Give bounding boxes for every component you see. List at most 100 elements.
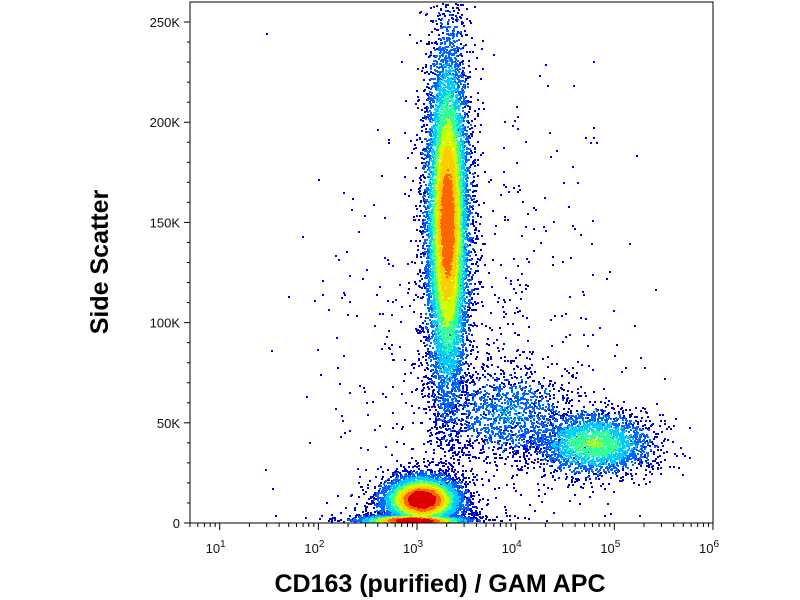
event-dot bbox=[488, 519, 490, 521]
event-dot bbox=[625, 466, 627, 468]
event-dot bbox=[456, 478, 458, 480]
event-dot bbox=[452, 37, 454, 39]
event-dot bbox=[481, 301, 483, 303]
event-dot bbox=[511, 440, 513, 442]
event-dot bbox=[467, 507, 469, 509]
event-dot bbox=[488, 393, 490, 395]
event-dot bbox=[463, 25, 465, 27]
event-dot bbox=[495, 464, 497, 466]
event-dot bbox=[439, 431, 441, 433]
event-dot bbox=[519, 385, 521, 387]
event-dot bbox=[647, 443, 649, 445]
event-dot bbox=[482, 152, 484, 154]
event-dot bbox=[384, 217, 386, 219]
event-dot bbox=[460, 43, 462, 45]
event-dot bbox=[470, 150, 472, 152]
event-dot bbox=[449, 44, 451, 46]
event-dot bbox=[621, 371, 623, 373]
event-dot bbox=[349, 301, 351, 303]
event-dot bbox=[629, 420, 631, 422]
event-dot bbox=[540, 439, 542, 441]
event-dot bbox=[474, 6, 476, 8]
event-dot bbox=[467, 505, 469, 507]
event-dot bbox=[478, 501, 480, 503]
event-dot bbox=[602, 417, 604, 419]
event-dot bbox=[481, 428, 483, 430]
event-dot bbox=[322, 294, 324, 296]
event-dot bbox=[411, 391, 413, 393]
event-dot bbox=[447, 10, 449, 12]
event-dot bbox=[499, 454, 501, 456]
event-dot bbox=[467, 417, 469, 419]
event-dot bbox=[462, 405, 464, 407]
event-dot bbox=[433, 389, 435, 391]
event-dot bbox=[682, 453, 684, 455]
event-dot bbox=[473, 407, 475, 409]
event-dot bbox=[467, 379, 469, 381]
event-dot bbox=[412, 180, 414, 182]
event-dot bbox=[414, 363, 416, 365]
event-dot bbox=[419, 271, 421, 273]
event-dot bbox=[424, 195, 426, 197]
event-dot bbox=[472, 473, 474, 475]
event-dot bbox=[506, 397, 508, 399]
event-dot bbox=[480, 403, 482, 405]
event-dot bbox=[445, 428, 447, 430]
event-dot bbox=[542, 444, 544, 446]
event-dot bbox=[625, 463, 627, 465]
event-dot bbox=[422, 120, 424, 122]
event-dot bbox=[416, 256, 418, 258]
event-dot bbox=[450, 457, 452, 459]
event-dot bbox=[578, 471, 580, 473]
event-dot bbox=[471, 183, 473, 185]
event-dot bbox=[364, 505, 366, 507]
event-dot bbox=[591, 486, 593, 488]
event-dot bbox=[571, 471, 573, 473]
event-dot bbox=[486, 456, 488, 458]
event-dot bbox=[424, 211, 426, 213]
event-dot bbox=[443, 26, 445, 28]
event-dot bbox=[401, 393, 403, 395]
event-dot bbox=[459, 384, 461, 386]
event-dot bbox=[558, 414, 560, 416]
event-dot bbox=[489, 435, 491, 437]
event-dot bbox=[396, 460, 398, 462]
event-dot bbox=[425, 131, 427, 133]
event-dot bbox=[631, 413, 633, 415]
event-dot bbox=[575, 478, 577, 480]
event-dot bbox=[538, 404, 540, 406]
event-dot bbox=[521, 469, 523, 471]
event-dot bbox=[427, 430, 429, 432]
event-dot bbox=[428, 93, 430, 95]
event-dot bbox=[517, 311, 519, 313]
event-dot bbox=[454, 479, 456, 481]
event-dot bbox=[314, 300, 316, 302]
event-dot bbox=[472, 379, 474, 381]
event-dot bbox=[587, 345, 589, 347]
event-dot bbox=[429, 462, 431, 464]
event-dot bbox=[549, 424, 551, 426]
event-dot bbox=[501, 520, 503, 522]
event-dot bbox=[468, 305, 470, 307]
event-dot bbox=[474, 165, 476, 167]
event-dot bbox=[380, 492, 382, 494]
event-dot bbox=[420, 422, 422, 424]
event-dot bbox=[524, 436, 526, 438]
event-dot bbox=[520, 444, 522, 446]
event-dot bbox=[342, 420, 344, 422]
event-dot bbox=[458, 463, 460, 465]
event-dot bbox=[556, 470, 558, 472]
event-dot bbox=[482, 40, 484, 42]
event-dot bbox=[519, 460, 521, 462]
event-dot bbox=[332, 517, 334, 519]
event-dot bbox=[480, 257, 482, 259]
event-dot bbox=[614, 355, 616, 357]
event-dot bbox=[637, 421, 639, 423]
event-dot bbox=[466, 399, 468, 401]
event-dot bbox=[482, 102, 484, 104]
event-dot bbox=[450, 403, 452, 405]
event-dot bbox=[641, 417, 643, 419]
event-dot bbox=[501, 457, 503, 459]
event-dot bbox=[454, 418, 456, 420]
event-dot bbox=[391, 344, 393, 346]
